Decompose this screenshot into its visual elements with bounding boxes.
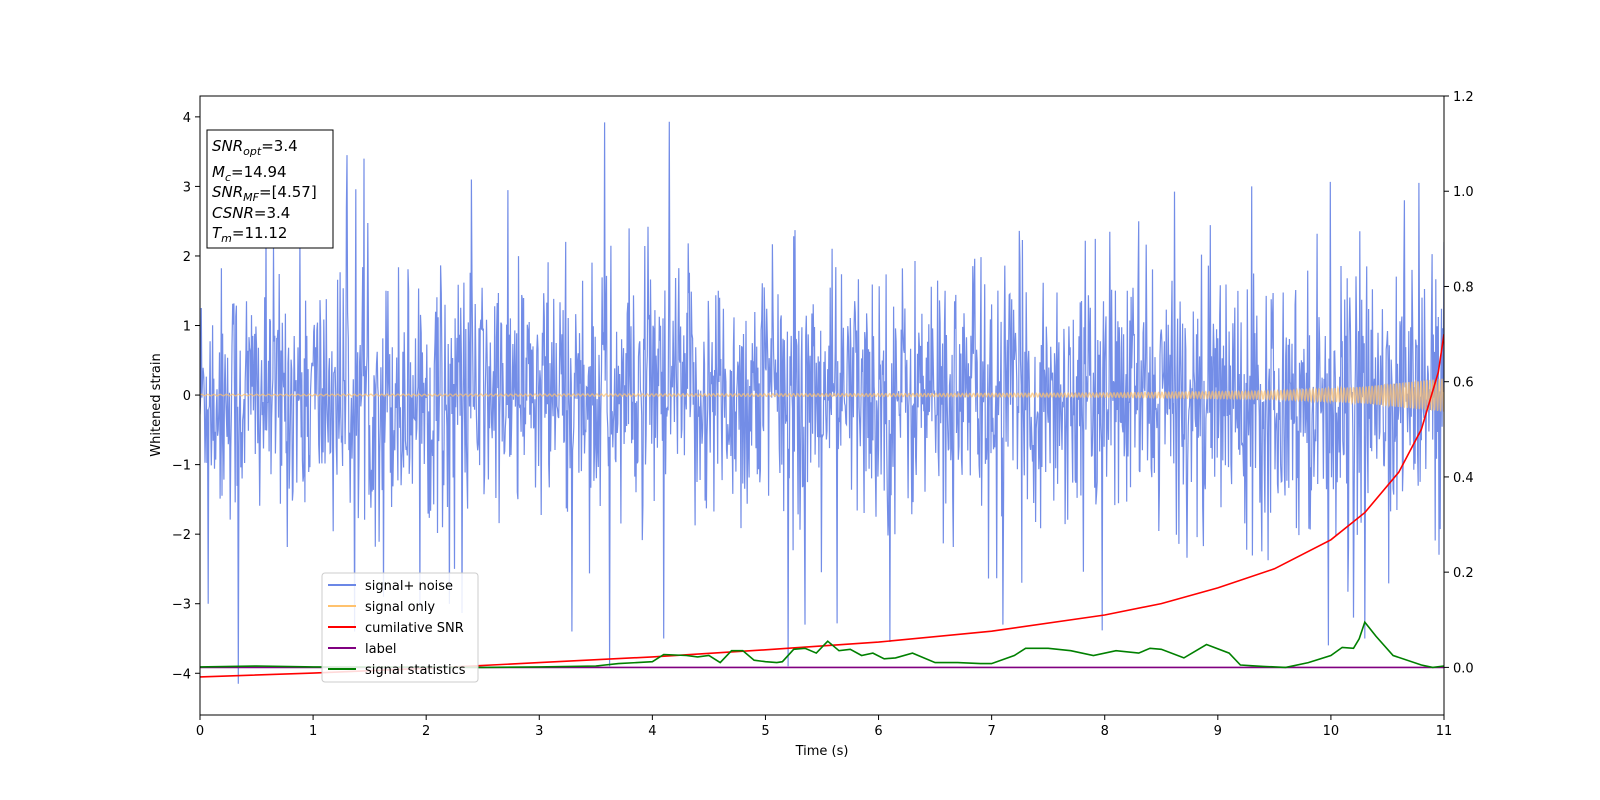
- y2-tick-label: 0.2: [1453, 566, 1474, 581]
- y-axis-label: Whitened strain: [149, 353, 164, 456]
- series-signal-only: [200, 378, 1444, 413]
- y2-tick-label: 1.0: [1453, 185, 1474, 200]
- x-axis-label: Time (s): [795, 744, 849, 759]
- y-tick-label: 3: [183, 180, 191, 195]
- legend-label: cumilative SNR: [365, 621, 464, 636]
- y-tick-label: −3: [172, 598, 191, 613]
- x-tick-label: 5: [761, 724, 769, 739]
- series-signal-noise: [200, 121, 1444, 684]
- y-axis-ticks: −4 −3 −2 −1 0 1 2 3 4: [172, 111, 200, 682]
- y2-tick-label: 0.4: [1453, 471, 1474, 486]
- x-tick-label: 7: [987, 724, 995, 739]
- x-tick-label: 3: [535, 724, 543, 739]
- y2-tick-label: 0.8: [1453, 280, 1474, 295]
- plot-frame: [199, 95, 1445, 716]
- y-tick-label: −4: [172, 667, 191, 682]
- x-tick-label: 0: [196, 724, 204, 739]
- x-tick-label: 2: [422, 724, 430, 739]
- y-tick-label: 2: [183, 250, 191, 265]
- y-tick-label: −1: [172, 459, 191, 474]
- series-signal-statistics: [200, 620, 1444, 669]
- x-tick-label: 10: [1323, 724, 1340, 739]
- series-cumilative-snr: [200, 333, 1444, 678]
- info-line: CSNR=3.4: [212, 204, 290, 222]
- info-line: Tm=11.12: [212, 224, 287, 245]
- y2-tick-label: 1.2: [1453, 90, 1474, 105]
- legend-label: label: [365, 642, 396, 657]
- legend-label: signal statistics: [365, 663, 466, 678]
- info-line: SNRopt=3.4: [212, 137, 298, 158]
- x-tick-label: 11: [1436, 724, 1453, 739]
- y-tick-label: 4: [183, 111, 191, 126]
- legend-label: signal only: [365, 600, 435, 615]
- x-tick-label: 6: [874, 724, 882, 739]
- x-tick-label: 8: [1101, 724, 1109, 739]
- info-line: SNRMF=[4.57]: [212, 183, 317, 204]
- info-box-frame: [206, 129, 334, 249]
- y-tick-label: 0: [183, 389, 191, 404]
- x-axis-ticks: 0 1 2 3 4 5 6 7 8 9 10 11: [196, 715, 1452, 739]
- info-line: Mc=14.94: [212, 163, 287, 184]
- legend-label: signal+ noise: [365, 579, 453, 594]
- y-tick-label: 1: [183, 320, 191, 335]
- legend: signal+ noise signal only cumilative SNR la…: [321, 572, 479, 683]
- x-tick-label: 4: [648, 724, 656, 739]
- y2-axis-ticks: 0.0 0.2 0.4 0.6 0.8 1.0 1.2: [1444, 90, 1474, 676]
- x-tick-label: 1: [309, 724, 317, 739]
- y-tick-label: −2: [172, 528, 191, 543]
- x-tick-label: 9: [1214, 724, 1222, 739]
- y2-tick-label: 0.6: [1453, 376, 1474, 391]
- y2-tick-label: 0.0: [1453, 661, 1474, 676]
- legend-frame: [321, 572, 479, 683]
